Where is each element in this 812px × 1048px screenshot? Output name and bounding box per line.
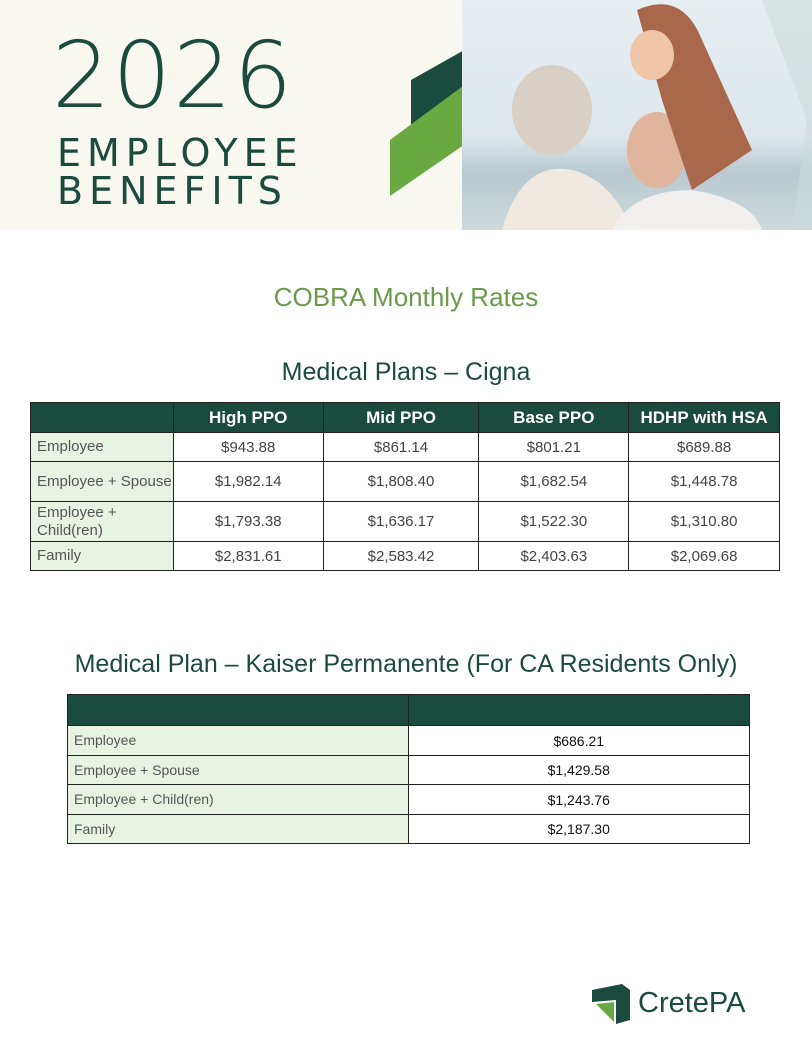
rate-cell: $1,636.17 (322, 501, 480, 542)
kaiser-rates-table: Employee $686.21 Employee + Spouse $1,42… (67, 694, 750, 844)
rate-cell: $801.21 (478, 432, 630, 462)
cigna-rates-table: High PPO Mid PPO Base PPO HDHP with HSA … (30, 402, 780, 571)
table-row: Employee + Child(ren) $1,793.38 $1,636.1… (30, 501, 780, 542)
table-row: Family $2,831.61 $2,583.42 $2,403.63 $2,… (30, 541, 780, 571)
rate-cell: $1,808.40 (322, 461, 480, 502)
logo-text: CretePA (638, 986, 746, 1019)
kaiser-title: Medical Plan – Kaiser Permanente (For CA… (74, 650, 738, 678)
rate-cell: $686.21 (407, 725, 750, 756)
year: 2026 (52, 22, 295, 129)
tier-label: Employee + Spouse (67, 755, 409, 785)
rate-cell: $943.88 (172, 432, 324, 462)
table-row: Employee + Child(ren) $1,243.76 (67, 784, 750, 815)
rate-cell: $1,243.76 (407, 784, 750, 815)
rate-cell: $2,069.68 (628, 541, 780, 571)
tier-label: Family (67, 814, 409, 844)
header-line2: BENEFITS (57, 169, 288, 213)
table-header-row (67, 694, 750, 726)
tier-label: Family (30, 541, 174, 571)
table-row: Employee + Spouse $1,982.14 $1,808.40 $1… (30, 461, 780, 502)
tier-label: Employee + Child(ren) (67, 784, 409, 815)
table-row: Employee $943.88 $861.14 $801.21 $689.88 (30, 432, 780, 462)
rate-cell: $1,310.80 (628, 501, 780, 542)
rate-cell: $2,583.42 (322, 541, 480, 571)
rate-cell: $2,831.61 (172, 541, 324, 571)
table-row: Employee $686.21 (67, 725, 750, 756)
header-line1: EMPLOYEE (57, 131, 304, 175)
header-banner: 2026 EMPLOYEE BENEFITS (0, 0, 812, 230)
column-header: Base PPO (478, 402, 630, 433)
rate-cell: $2,403.63 (478, 541, 630, 571)
column-header (67, 694, 409, 726)
rate-cell: $861.14 (322, 432, 480, 462)
family-photo (462, 0, 812, 230)
rate-cell: $1,429.58 (407, 755, 750, 785)
tier-label: Employee (67, 725, 409, 756)
rate-cell: $1,682.54 (478, 461, 630, 502)
rate-cell: $2,187.30 (407, 814, 750, 844)
cigna-title: Medical Plans – Cigna (281, 358, 531, 386)
page-title: COBRA Monthly Rates (273, 282, 539, 312)
table-row: Family $2,187.30 (67, 814, 750, 844)
tier-label: Employee (30, 432, 174, 462)
column-header: High PPO (172, 402, 324, 433)
rate-cell: $1,793.38 (172, 501, 324, 542)
rate-cell: $1,448.78 (628, 461, 780, 502)
rate-cell: $1,522.30 (478, 501, 630, 542)
column-header (407, 694, 750, 726)
column-header: Mid PPO (322, 402, 480, 433)
cretepa-logo-icon (592, 984, 630, 1024)
tier-label: Employee + Child(ren) (30, 501, 174, 542)
table-row: Employee + Spouse $1,429.58 (67, 755, 750, 785)
rate-cell: $689.88 (628, 432, 780, 462)
column-header (30, 402, 174, 433)
cretepa-logo: CretePA (590, 982, 745, 1024)
rate-cell: $1,982.14 (172, 461, 324, 502)
column-header: HDHP with HSA (628, 402, 780, 433)
table-header-row: High PPO Mid PPO Base PPO HDHP with HSA (30, 402, 780, 433)
tier-label: Employee + Spouse (30, 461, 174, 502)
